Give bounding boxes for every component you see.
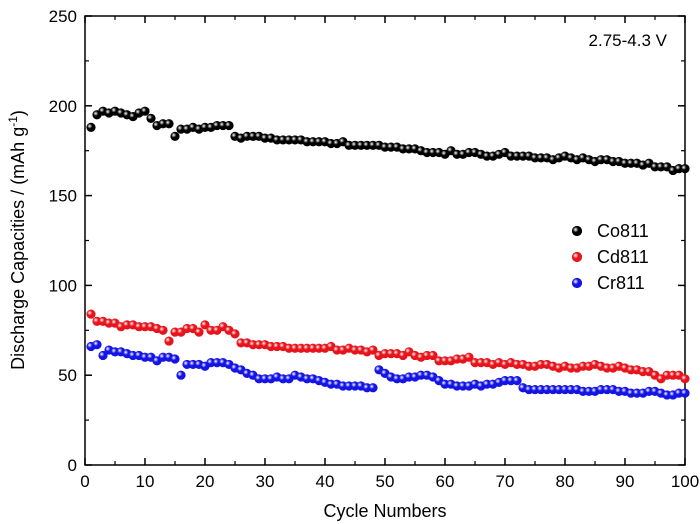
y-tick-label: 0 — [68, 456, 77, 475]
point-co811 — [164, 119, 174, 129]
point-cr811 — [98, 350, 108, 361]
point-cr811 — [368, 383, 378, 393]
legend-marker-cr811 — [571, 277, 583, 289]
axis-ticks — [84, 15, 686, 466]
point-cr811 — [92, 340, 102, 350]
x-tick-label: 0 — [80, 472, 89, 491]
point-cr811 — [680, 388, 690, 398]
point-cd811 — [158, 325, 168, 335]
point-cd811 — [464, 352, 474, 362]
legend-label-cr811: Cr811 — [597, 273, 645, 293]
point-co811 — [224, 120, 234, 131]
x-tick-label: 30 — [256, 472, 275, 491]
point-co811 — [170, 131, 180, 141]
x-tick-label: 50 — [376, 472, 395, 491]
plot-frame — [84, 15, 686, 466]
legend-label-co811: Co811 — [597, 221, 649, 241]
x-tick-label: 100 — [671, 472, 699, 491]
point-cd811 — [194, 327, 204, 337]
x-tick-label: 60 — [436, 472, 455, 491]
point-cr811 — [170, 354, 180, 364]
x-axis-title: Cycle Numbers — [323, 501, 446, 521]
point-cr811 — [176, 370, 186, 380]
point-cd811 — [86, 309, 96, 319]
y-tick-label: 150 — [49, 187, 77, 206]
voltage-annotation: 2.75-4.3 V — [589, 31, 668, 50]
point-co811 — [140, 106, 150, 116]
y-tick-label: 100 — [49, 276, 77, 295]
series-cd811 — [86, 309, 690, 384]
axis-tick-labels: 0 10 20 30 40 50 60 70 80 90 100 0 50 100 150 200 250 — [49, 7, 700, 491]
legend-marker-co811 — [571, 225, 583, 237]
point-cd811 — [428, 350, 438, 361]
point-co811 — [680, 164, 690, 174]
y-tick-label: 250 — [49, 7, 77, 26]
y-tick-label: 50 — [58, 366, 77, 385]
x-tick-label: 80 — [556, 472, 575, 491]
series-cr811 — [86, 340, 690, 400]
y-axis-title-end: ) — [8, 110, 28, 116]
x-tick-label: 70 — [496, 472, 515, 491]
legend-label-cd811: Cd811 — [597, 247, 649, 267]
data-points — [86, 106, 690, 400]
point-cr811 — [512, 375, 522, 386]
series-co811 — [86, 106, 690, 176]
x-tick-label: 20 — [196, 472, 215, 491]
legend: Co811 Cd811 Cr811 — [571, 221, 649, 293]
point-co811 — [146, 113, 156, 123]
y-tick-label: 200 — [49, 97, 77, 116]
x-tick-label: 10 — [136, 472, 155, 491]
point-co811 — [86, 122, 96, 132]
y-axis-title-main: Discharge Capacities / (mAh g — [8, 127, 28, 370]
y-axis-title: Discharge Capacities / (mAh g-1) — [6, 110, 28, 370]
x-tick-label: 90 — [616, 472, 635, 491]
point-cd811 — [368, 345, 378, 355]
point-cd811 — [680, 374, 690, 384]
x-tick-label: 40 — [316, 472, 335, 491]
y-axis-title-superscript: -1 — [6, 116, 20, 127]
point-cd811 — [164, 336, 174, 346]
legend-marker-cd811 — [571, 251, 583, 263]
point-cd811 — [200, 320, 210, 330]
point-cd811 — [230, 329, 240, 339]
